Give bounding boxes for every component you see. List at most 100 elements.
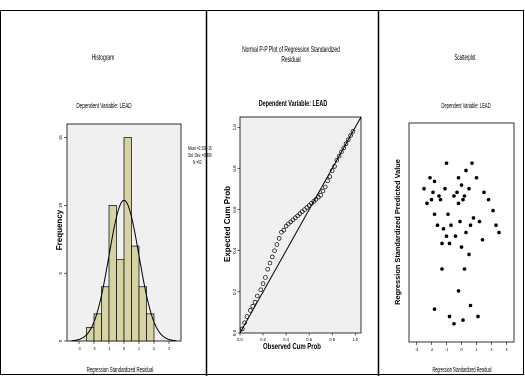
scatter-point bbox=[494, 223, 498, 227]
histogram-y-ticks: 0 5 10 15 bbox=[58, 135, 67, 342]
pp-point bbox=[276, 236, 282, 241]
scatter-point bbox=[468, 303, 473, 308]
scatter-point bbox=[432, 307, 437, 311]
scatter-point bbox=[452, 194, 456, 198]
scatter-x-tick-label: 0 bbox=[460, 347, 463, 353]
pp-point bbox=[281, 227, 287, 233]
scatter-point bbox=[449, 223, 453, 227]
pp-point bbox=[343, 141, 349, 146]
scatter-point bbox=[452, 321, 456, 326]
pp-x-tick-label: 0.2 bbox=[260, 337, 266, 342]
scatter-point bbox=[443, 186, 447, 191]
scatter-subtitle: Dependent Variable: LEAD bbox=[441, 103, 491, 110]
scatter-point bbox=[440, 241, 444, 246]
scatter-point bbox=[455, 190, 459, 195]
histogram-y-tick-label: 15 bbox=[58, 135, 63, 141]
scatter-point bbox=[497, 230, 501, 235]
pp-point bbox=[350, 129, 356, 134]
scatter-point bbox=[441, 227, 446, 231]
scatter-x-tick-label: 1 bbox=[475, 347, 478, 353]
pp-point bbox=[258, 287, 263, 293]
scatter-title: Scatterplot bbox=[455, 54, 476, 63]
histogram-y-tick-label: 0 bbox=[58, 339, 63, 342]
histogram-bar bbox=[116, 259, 125, 342]
scatter-point bbox=[431, 190, 435, 195]
histogram-bar bbox=[101, 286, 110, 342]
stats-sd: Std. Dev. =0.980 bbox=[188, 152, 212, 158]
scatter-point bbox=[476, 314, 480, 319]
histogram-panel: Histogram Dependent Variable: LEAD -3 -2-… bbox=[55, 54, 212, 374]
scatter-point bbox=[482, 190, 486, 195]
pp-point bbox=[248, 308, 253, 313]
scatter-point bbox=[464, 168, 468, 173]
pp-y-tick-label: 0.8 bbox=[232, 165, 237, 172]
scatter-point bbox=[428, 175, 432, 180]
scatter-x-tick-label: -3 bbox=[415, 347, 419, 353]
pp-y-tick-label: 0.4 bbox=[232, 247, 237, 254]
pp-x-tick-label: 1.0 bbox=[352, 337, 358, 342]
scatter-point bbox=[444, 161, 449, 165]
pp-point bbox=[323, 184, 328, 190]
pp-point bbox=[272, 248, 277, 253]
pp-point bbox=[341, 145, 346, 151]
pp-reference-line bbox=[239, 116, 362, 334]
pp-point bbox=[334, 157, 340, 163]
stats-mean: Mean =2.15E-15 bbox=[188, 145, 212, 151]
scatter-x-tick-label: -1 bbox=[445, 347, 449, 353]
pp-points bbox=[240, 129, 356, 332]
pp-point bbox=[263, 275, 268, 280]
scatter-point bbox=[470, 161, 474, 165]
scatter-point bbox=[429, 197, 434, 202]
pp-y-tick-label: 0.6 bbox=[232, 206, 237, 213]
pp-point bbox=[267, 260, 273, 266]
scatter-point bbox=[425, 201, 429, 206]
pp-point bbox=[325, 178, 330, 184]
pp-x-label: Observed Cum Prob bbox=[263, 343, 322, 351]
scatter-point bbox=[432, 179, 437, 184]
pp-point bbox=[250, 304, 255, 309]
pp-point bbox=[327, 174, 333, 179]
pp-point bbox=[260, 281, 266, 286]
pp-plot-panel: Normal P-P Plot of Regression Standardiz… bbox=[223, 46, 362, 351]
pp-x-tick-label: 0.6 bbox=[306, 337, 312, 342]
pp-x-tick-label: 0.0 bbox=[237, 337, 243, 342]
scatter-point bbox=[459, 245, 464, 249]
pp-point bbox=[240, 326, 245, 332]
scatter-point bbox=[437, 194, 441, 198]
scatter-plot-area bbox=[408, 122, 515, 343]
histogram-x-tick-label: -2 bbox=[92, 346, 96, 352]
scatter-point bbox=[438, 197, 443, 202]
pp-point bbox=[332, 164, 337, 169]
pp-point bbox=[255, 293, 260, 299]
pp-y-label: Expected Cum Prob bbox=[223, 186, 232, 262]
scatter-point bbox=[456, 201, 461, 206]
scatter-point bbox=[468, 223, 473, 227]
scatter-point bbox=[480, 238, 485, 242]
histogram-y-tick-label: 10 bbox=[58, 202, 63, 208]
histogram-title: Histogram bbox=[92, 54, 115, 62]
pp-point bbox=[274, 242, 280, 247]
histogram-bar bbox=[138, 286, 147, 342]
scatter-panel: Scatterplot Dependent Variable: LEAD -3 -… bbox=[393, 54, 515, 374]
pp-x-tick-label: 0.4 bbox=[283, 337, 289, 342]
pp-x-ticks: 0.0 0.2 0.4 0.6 0.8 1.0 bbox=[237, 333, 359, 342]
normal-curve bbox=[71, 199, 177, 342]
histogram-bar bbox=[131, 245, 140, 342]
pp-y-tick-label: 0.2 bbox=[232, 288, 237, 295]
scatter-point bbox=[447, 241, 452, 246]
scatter-point bbox=[459, 183, 464, 187]
histogram-subtitle: Dependent Variable: LEAD bbox=[76, 102, 132, 110]
scatter-point bbox=[461, 318, 465, 322]
scatter-x-tick-label: 2 bbox=[490, 347, 493, 353]
scatter-x-tick-label: 3 bbox=[505, 347, 508, 353]
histogram-bar bbox=[123, 137, 132, 342]
pp-point bbox=[346, 137, 351, 142]
histogram-bar bbox=[108, 205, 117, 342]
pp-point bbox=[242, 320, 247, 325]
histogram-x-tick-label: 0 bbox=[123, 346, 126, 352]
histogram-x-tick-label: 2 bbox=[153, 346, 156, 352]
scatter-point bbox=[435, 223, 440, 227]
histogram-bar bbox=[146, 313, 155, 342]
histogram-y-label: Frequency bbox=[55, 209, 64, 250]
